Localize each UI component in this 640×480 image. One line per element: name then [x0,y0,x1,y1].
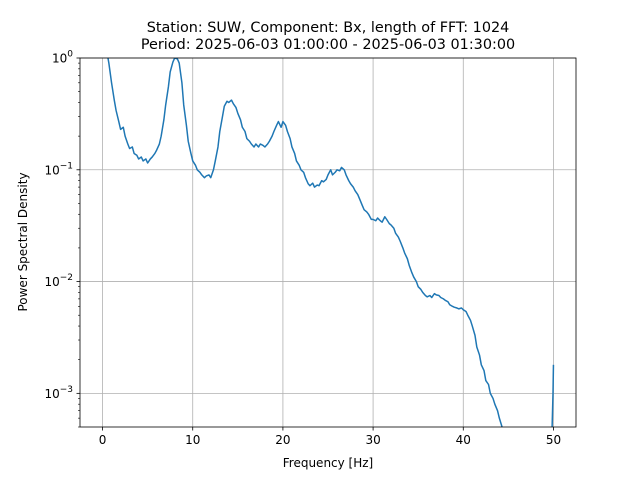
y-axis-label: Power Spectral Density [16,172,30,311]
psd-line [107,58,503,427]
y-tick-label-base: 10 [44,387,59,401]
y-tick-label-base: 10 [52,52,67,66]
y-tick-label: 100 [52,50,73,66]
psd-series-layer [107,58,555,427]
y-tick-label-exponent: 0 [67,50,73,60]
chart-subtitle: Period: 2025-06-03 01:00:00 - 2025-06-03… [141,37,515,53]
psd-line [551,364,555,427]
x-tick-label: 10 [185,433,200,447]
plot-area [80,58,576,427]
y-tick-label: 10−2 [44,273,73,289]
y-tick-label: 10−1 [44,161,73,177]
chart-title: Station: SUW, Component: Bx, length of F… [147,20,510,36]
plot-frame [79,57,577,428]
x-axis-ticks: 0 10 20 30 40 50 [99,427,561,447]
x-tick-label: 40 [456,433,471,447]
x-tick-label: 50 [546,433,561,447]
y-tick-label-exponent: −3 [60,385,73,395]
y-tick-label-base: 10 [44,275,59,289]
x-tick-label: 30 [365,433,380,447]
x-axis-label: Frequency [Hz] [283,456,374,470]
y-tick-label-exponent: −1 [60,161,73,171]
x-tick-label: 20 [275,433,290,447]
y-tick-label-exponent: −2 [60,273,73,283]
y-tick-label-base: 10 [44,163,59,177]
y-tick-label: 10−3 [44,385,73,401]
x-tick-label: 0 [99,433,107,447]
